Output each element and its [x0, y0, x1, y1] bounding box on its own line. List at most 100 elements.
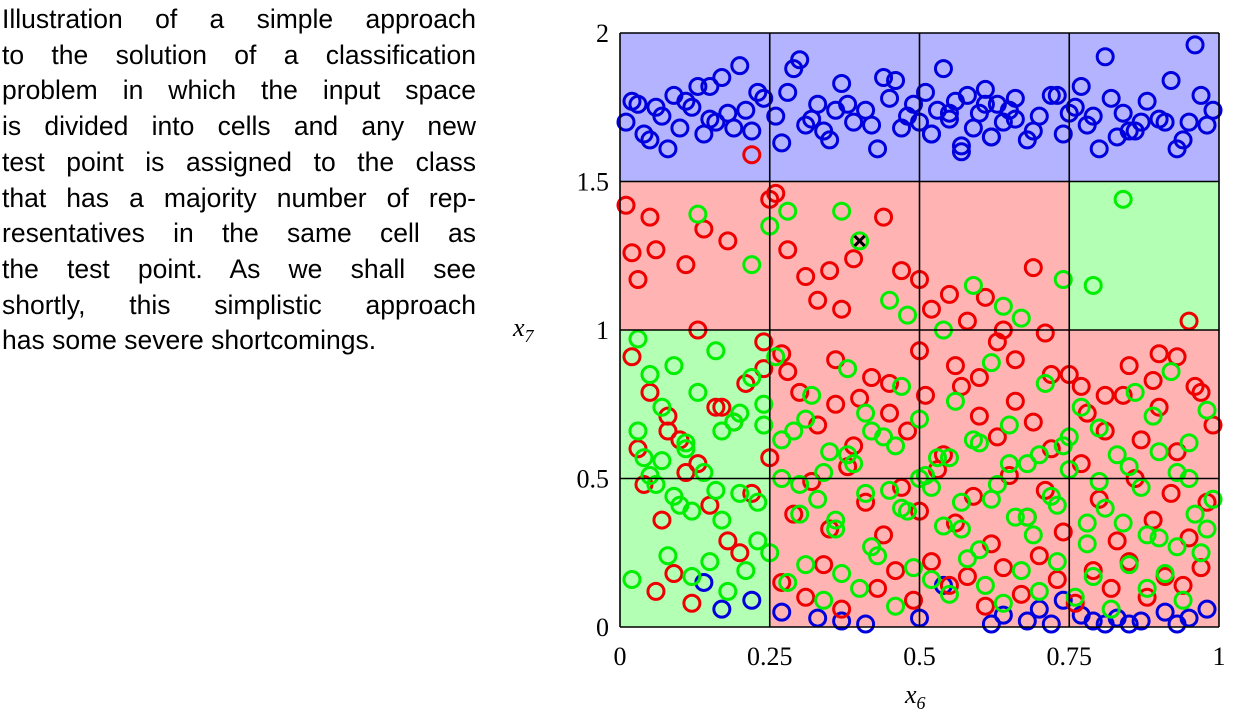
data-point-green — [1083, 567, 1103, 587]
data-point-green — [957, 549, 977, 569]
data-point-green — [778, 572, 798, 592]
data-point-green — [1149, 442, 1169, 462]
data-point-green — [712, 421, 732, 441]
caption-line: has some severe shortcomings. — [2, 325, 377, 356]
data-point-red — [862, 368, 882, 388]
data-point-red — [915, 385, 935, 405]
data-point-blue — [646, 97, 666, 117]
data-point-red — [1185, 376, 1205, 396]
cell-red — [1069, 330, 1219, 479]
data-point-green — [628, 421, 648, 441]
x-tick-label: 0.25 — [747, 642, 793, 671]
data-point-green — [682, 501, 702, 521]
data-point-green — [1113, 189, 1133, 209]
data-point-green — [694, 463, 714, 483]
data-point-green — [706, 480, 726, 500]
data-point-green — [802, 385, 822, 405]
data-point-red — [1107, 531, 1127, 551]
data-point-blue — [1095, 47, 1115, 67]
data-point-green — [730, 483, 750, 503]
data-point-green — [904, 558, 924, 578]
x-tick-label: 1 — [1213, 642, 1226, 671]
data-point-green — [1113, 513, 1133, 533]
data-point-green — [945, 391, 965, 411]
caption-line: problem in which the input space — [2, 75, 476, 106]
data-point-red — [832, 299, 852, 319]
data-point-green — [1017, 507, 1037, 527]
data-point-blue — [1203, 100, 1223, 120]
data-point-green — [1137, 525, 1157, 545]
data-point-red — [1095, 385, 1115, 405]
data-point-blue — [1005, 109, 1025, 129]
data-point-red — [939, 284, 959, 304]
data-point-green — [1197, 400, 1217, 420]
data-point-red — [754, 359, 774, 379]
data-point-red — [874, 525, 894, 545]
data-point-green — [892, 498, 912, 518]
data-point-green — [1107, 445, 1127, 465]
x-tick-label: 0.75 — [1047, 642, 1093, 671]
data-point-blue — [802, 109, 822, 129]
data-point-red — [718, 531, 738, 551]
data-point-red — [796, 267, 816, 287]
data-point-green — [969, 433, 989, 453]
data-point-red — [736, 373, 756, 393]
data-point-blue — [880, 88, 900, 108]
data-point-blue — [712, 68, 732, 88]
data-point-green — [1155, 564, 1175, 584]
data-point-green — [1017, 454, 1037, 474]
data-point-red — [892, 261, 912, 281]
data-point-blue — [921, 124, 941, 144]
data-point-blue — [1179, 112, 1199, 132]
data-point-green — [712, 510, 732, 530]
data-point-green — [676, 439, 696, 459]
data-point-green — [832, 201, 852, 221]
data-point-red — [856, 492, 876, 512]
data-point-green — [1005, 507, 1025, 527]
data-point-green — [975, 575, 995, 595]
data-point-green — [700, 552, 720, 572]
data-point-green — [1143, 406, 1163, 426]
data-point-green — [814, 463, 834, 483]
data-point-red — [628, 270, 648, 290]
data-point-green — [969, 540, 989, 560]
data-point-green — [634, 448, 654, 468]
data-point-blue — [939, 109, 959, 129]
caption-line: resentatives in the same cell as — [2, 218, 476, 249]
caption-line: that has a majority number of rep- — [2, 182, 476, 213]
data-point-red — [987, 427, 1007, 447]
data-point-blue — [736, 100, 756, 120]
data-point-green — [1197, 519, 1217, 539]
data-point-red — [778, 362, 798, 382]
data-point-blue — [832, 611, 852, 631]
data-point-blue — [981, 127, 1001, 147]
x-tick-label: 0.5 — [903, 642, 936, 671]
data-point-green — [892, 376, 912, 396]
data-point-red — [766, 183, 786, 203]
data-point-green — [993, 593, 1013, 613]
data-point-green — [856, 483, 876, 503]
data-point-red — [1023, 412, 1043, 432]
data-point-green — [1011, 308, 1031, 328]
data-point-blue — [742, 121, 762, 141]
y-tick-label: 1.5 — [577, 168, 610, 197]
data-point-green — [664, 486, 684, 506]
data-point-green — [886, 436, 906, 456]
data-point-red — [682, 593, 702, 613]
data-point-blue — [682, 97, 702, 117]
data-point-red — [820, 261, 840, 281]
data-point-green — [772, 430, 792, 450]
data-point-blue — [1131, 112, 1151, 132]
data-point-red — [1065, 593, 1085, 613]
data-point-green — [796, 555, 816, 575]
data-point-red — [652, 510, 672, 530]
data-point-blue — [951, 142, 971, 162]
data-point-green — [628, 329, 648, 349]
data-point-blue — [1041, 85, 1061, 105]
data-point-green — [790, 474, 810, 494]
data-point-green — [682, 567, 702, 587]
data-point-green — [1173, 590, 1193, 610]
data-point-red — [1023, 258, 1043, 278]
data-point-red — [796, 587, 816, 607]
data-point-red — [1035, 323, 1055, 343]
